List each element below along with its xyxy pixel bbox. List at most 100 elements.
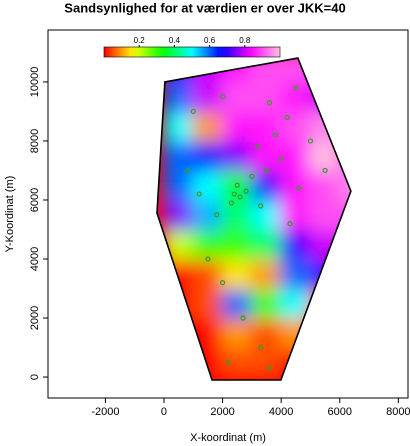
x-tick-label: 8000 (386, 406, 410, 418)
sample-point (234, 182, 240, 188)
sample-point (205, 256, 211, 262)
colorbar-tick-label: 0.2 (134, 36, 146, 45)
cell (192, 346, 224, 379)
y-tick-label: 0 (29, 374, 41, 380)
y-tick-label: 2000 (29, 306, 41, 330)
cell (250, 110, 283, 142)
cell (280, 228, 312, 261)
colorbar-tick-label: 0.4 (169, 36, 181, 45)
cell (280, 139, 312, 172)
cell (338, 228, 351, 261)
cell (192, 228, 224, 261)
blurred-cells (162, 58, 351, 379)
x-tick-label: 6000 (328, 406, 352, 418)
cell (162, 139, 195, 172)
cell (280, 198, 312, 231)
cell (250, 139, 283, 172)
sample-point (243, 188, 249, 194)
cell (162, 317, 195, 349)
sample-point (228, 200, 234, 206)
x-tick-label: -2000 (91, 406, 119, 418)
sample-point (258, 344, 264, 351)
colorbar (103, 46, 281, 58)
sample-point (263, 167, 270, 174)
cell (221, 317, 253, 349)
cell (221, 198, 253, 231)
chart-title: Sandsynlighed for at værdien er over JKK… (64, 0, 345, 15)
sample-point (258, 203, 264, 209)
cell (192, 258, 224, 290)
sample-point (184, 167, 191, 174)
cell (338, 198, 351, 231)
cell (338, 58, 351, 83)
cell (221, 80, 253, 113)
cell (338, 80, 351, 113)
sample-point (249, 173, 255, 179)
cell (280, 258, 312, 290)
sample-point (255, 144, 261, 150)
sample-point (293, 85, 299, 91)
cell (162, 346, 195, 379)
sample-point (307, 138, 314, 144)
cell (338, 139, 351, 172)
sample-point (284, 114, 290, 120)
colorbar-tick-label: 0.8 (239, 36, 251, 45)
sample-point (266, 99, 273, 106)
cell (309, 346, 341, 379)
x-tick-label: 4000 (269, 406, 293, 418)
y-tick-label: 10000 (29, 67, 41, 98)
y-tick-label: 8000 (29, 129, 41, 153)
cell (338, 258, 351, 290)
cell (221, 258, 253, 290)
cell (309, 198, 341, 231)
cell (221, 228, 253, 261)
cell (192, 139, 224, 172)
sample-point (322, 167, 328, 174)
sample-point (296, 185, 302, 191)
cell (338, 346, 351, 379)
cell (250, 317, 283, 349)
cell (221, 287, 253, 320)
sample-point (287, 220, 293, 227)
cell (250, 198, 283, 231)
sample-point (237, 194, 243, 200)
y-tick-label: 6000 (29, 188, 41, 212)
colorbar-tick-label: 0.6 (204, 36, 216, 45)
cell (250, 287, 283, 320)
cell (162, 198, 195, 231)
cell (338, 110, 351, 142)
cell (309, 58, 341, 83)
sample-point (219, 94, 226, 100)
sample-point (225, 359, 232, 365)
cell (338, 287, 351, 320)
cell (309, 169, 341, 201)
sample-point (219, 280, 226, 286)
y-tick-label: 4000 (29, 247, 41, 271)
sample-point (272, 132, 278, 138)
y-axis-label: Y-Koordinat (m) (4, 176, 16, 253)
cell (338, 317, 351, 349)
cell (309, 317, 341, 349)
cell (162, 169, 195, 201)
cell (192, 169, 224, 201)
cell (250, 258, 283, 290)
cell (280, 317, 312, 349)
boundary (156, 57, 352, 381)
cell (221, 110, 253, 142)
sample-point (266, 365, 273, 371)
cell (250, 346, 283, 379)
cell (280, 110, 312, 142)
sample-point (214, 212, 220, 218)
cell (162, 258, 195, 290)
sample-point (278, 156, 284, 162)
cell (250, 228, 283, 261)
cell (221, 169, 253, 201)
cell (280, 58, 312, 83)
cell (280, 346, 312, 379)
contour-field (156, 58, 351, 380)
x-tick-label: 0 (161, 406, 167, 418)
x-tick-label: 2000 (210, 406, 234, 418)
sample-point (231, 191, 237, 197)
cell (221, 139, 253, 172)
